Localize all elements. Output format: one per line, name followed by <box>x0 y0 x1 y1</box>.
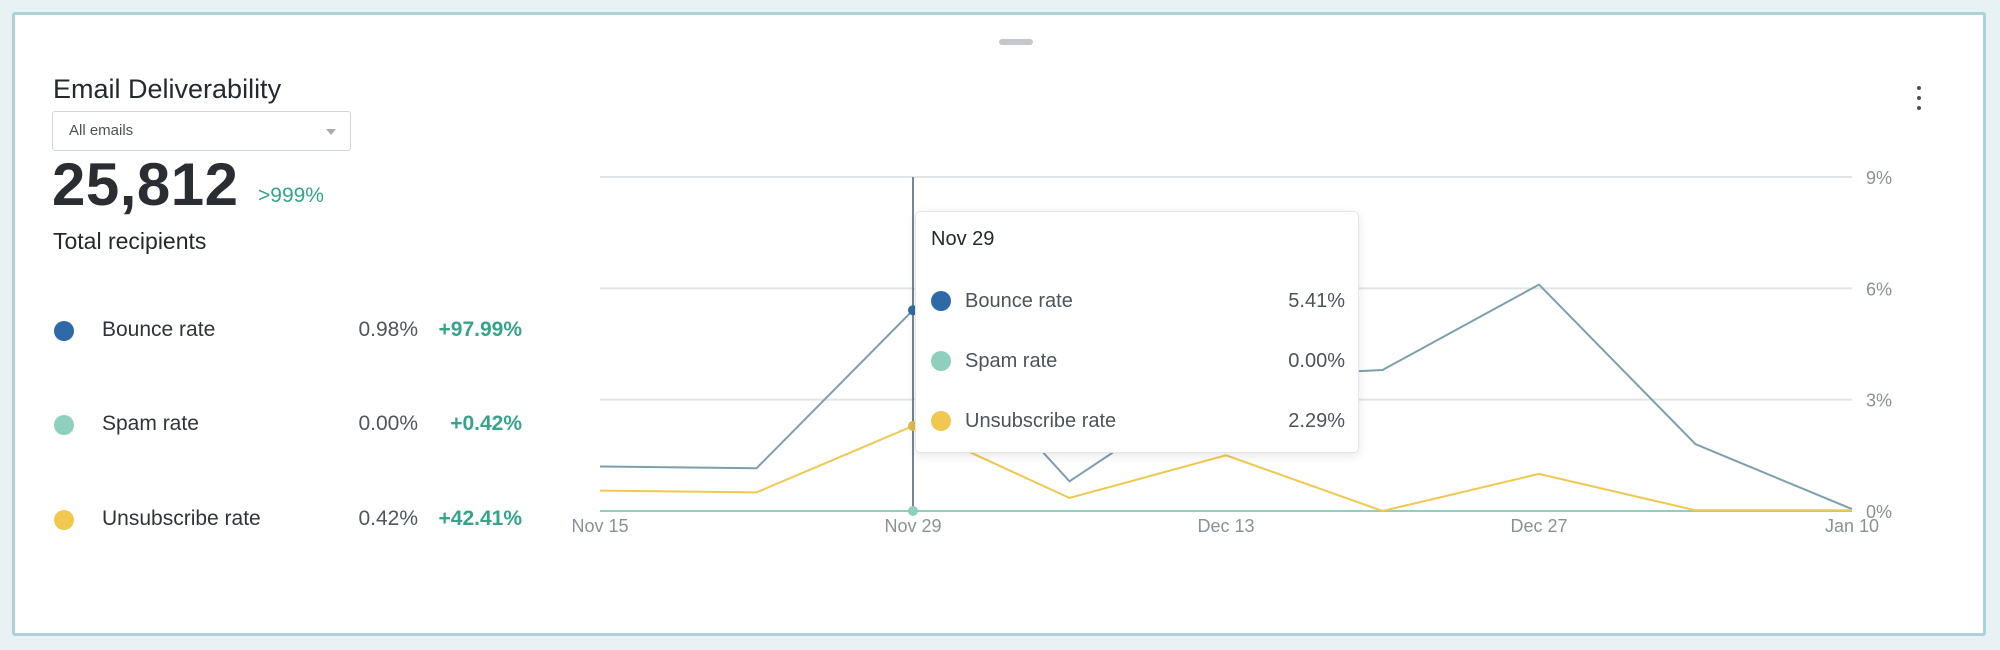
tooltip-value: 5.41% <box>1288 290 1345 312</box>
caret-down-icon <box>326 129 336 135</box>
total-recipients-label: Total recipients <box>53 228 207 254</box>
y-tick-label: 6% <box>1866 279 1892 299</box>
kebab-dot <box>1917 96 1921 100</box>
x-tick-label: Jan 10 <box>1825 516 1879 536</box>
x-tick-label: Nov 15 <box>571 516 628 536</box>
metric-row-bounce: Bounce rate 0.98% +97.99% <box>52 312 532 352</box>
tooltip-label: Bounce rate <box>965 290 1073 312</box>
metric-row-spam: Spam rate 0.00% +0.42% <box>52 406 532 446</box>
metric-label: Unsubscribe rate <box>102 507 261 530</box>
y-tick-label: 9% <box>1866 168 1892 188</box>
spam-legend-dot <box>54 415 74 435</box>
metric-value: 0.98% <box>358 318 418 341</box>
unsubscribe-legend-dot <box>54 510 74 530</box>
metric-change: +42.41% <box>438 507 523 530</box>
metric-change: +97.99% <box>438 318 523 341</box>
tooltip-value: 0.00% <box>1288 350 1345 372</box>
tooltip-date: Nov 29 <box>931 228 995 250</box>
total-recipients-value: 25,812 <box>52 151 239 218</box>
widget-title: Email Deliverability <box>53 74 282 104</box>
metric-change: +0.42% <box>450 412 522 435</box>
metric-label: Bounce rate <box>102 318 216 341</box>
spam-dot <box>931 351 951 371</box>
x-tick-label: Dec 13 <box>1197 516 1254 536</box>
bounce-legend-dot <box>54 321 74 341</box>
kebab-dot <box>1917 106 1921 110</box>
tooltip-label: Spam rate <box>965 350 1058 372</box>
kebab-menu-icon[interactable] <box>1912 84 1926 112</box>
metric-value: 0.00% <box>358 412 418 435</box>
tooltip-value: 2.29% <box>1288 410 1345 432</box>
x-tick-label: Dec 27 <box>1510 516 1567 536</box>
unsubscribe-dot <box>931 411 951 431</box>
kebab-dot <box>1917 86 1921 90</box>
metric-label: Spam rate <box>102 412 199 435</box>
metric-value: 0.42% <box>358 507 418 530</box>
x-tick-label: Nov 29 <box>884 516 941 536</box>
tooltip-row-spam: Spam rate 0.00% <box>931 346 1345 376</box>
tooltip-row-bounce: Bounce rate 5.41% <box>931 286 1345 316</box>
tooltip-row-unsubscribe: Unsubscribe rate 2.29% <box>931 406 1345 436</box>
email-filter-dropdown[interactable]: All emails <box>52 111 351 151</box>
total-recipients-change: >999% <box>258 184 324 207</box>
chart-tooltip: Nov 29 Bounce rate 5.41% Spam rate 0.00%… <box>915 211 1359 453</box>
y-tick-label: 3% <box>1866 391 1892 411</box>
bounce-dot <box>931 291 951 311</box>
highlight-point <box>908 506 918 516</box>
email-filter-value: All emails <box>69 122 134 139</box>
series-line-unsubscribe-rate <box>599 424 1852 513</box>
metric-row-unsubscribe: Unsubscribe rate 0.42% +42.41% <box>52 501 532 541</box>
y-tick-label: 0% <box>1866 502 1892 522</box>
tooltip-label: Unsubscribe rate <box>965 410 1117 432</box>
drag-handle-icon[interactable] <box>999 39 1033 45</box>
